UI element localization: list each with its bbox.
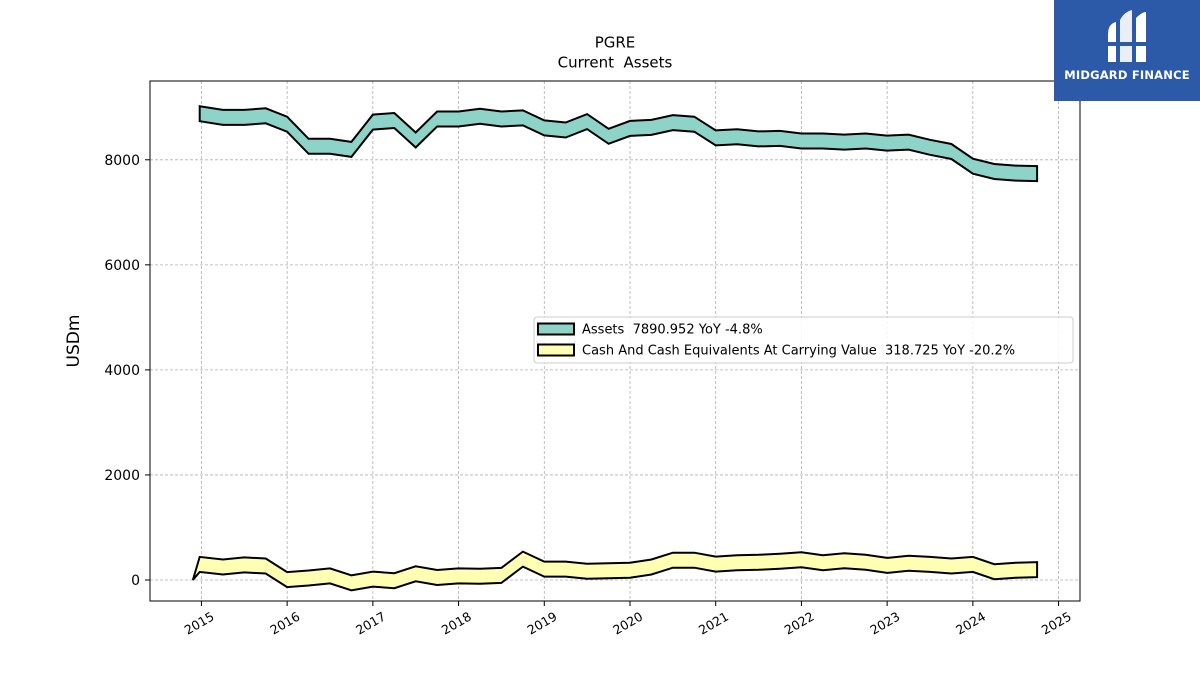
x-axis: 2015 2016 2017 2018 2019 2020 2021 2022 2023 2024… <box>182 601 1074 638</box>
y-tick-label: 4000 <box>104 363 140 379</box>
legend-label-assets: Assets 7890.952 YoY -4.8% <box>582 323 763 338</box>
x-tick-label: 2020 <box>610 609 645 638</box>
y-tick-label: 2000 <box>104 468 140 484</box>
legend-box <box>533 316 1074 364</box>
x-tick-label: 2019 <box>525 609 560 638</box>
x-tick-label: 2016 <box>267 609 302 638</box>
y-tick-label: 6000 <box>104 258 140 274</box>
x-tick-label: 2017 <box>353 609 388 638</box>
midgard-logo-icon <box>1104 10 1150 62</box>
chart-title: PGRE <box>595 34 636 52</box>
legend-label-cash: Cash And Cash Equivalents At Carrying Va… <box>582 344 1015 359</box>
legend-swatch-cash <box>537 343 575 357</box>
x-tick-label: 2023 <box>867 609 902 638</box>
brand-name: MIDGARD FINANCE <box>1064 68 1190 82</box>
y-axis-label: USDm <box>64 315 84 368</box>
series-layer <box>191 105 1039 592</box>
plot-frame <box>149 80 1081 602</box>
brand-logo: MIDGARD FINANCE <box>1054 0 1200 101</box>
x-tick-label: 2018 <box>439 609 474 638</box>
y-tick-label: 0 <box>131 573 140 589</box>
chart-subtitle: Current Assets <box>558 54 673 72</box>
y-axis: 0 2000 4000 6000 8000 <box>104 153 150 589</box>
legend-swatch-assets <box>537 322 575 336</box>
series-band-assets <box>198 105 1039 183</box>
legend: Assets 7890.952 YoY -4.8% Cash And Cash … <box>533 316 1074 364</box>
x-tick-label: 2024 <box>953 609 988 638</box>
x-tick-label: 2015 <box>182 609 217 638</box>
x-tick-label: 2021 <box>696 609 731 638</box>
y-tick-label: 8000 <box>104 153 140 169</box>
x-tick-label: 2022 <box>782 609 817 638</box>
series-band-cash <box>191 550 1039 592</box>
x-tick-label: 2025 <box>1039 609 1074 638</box>
